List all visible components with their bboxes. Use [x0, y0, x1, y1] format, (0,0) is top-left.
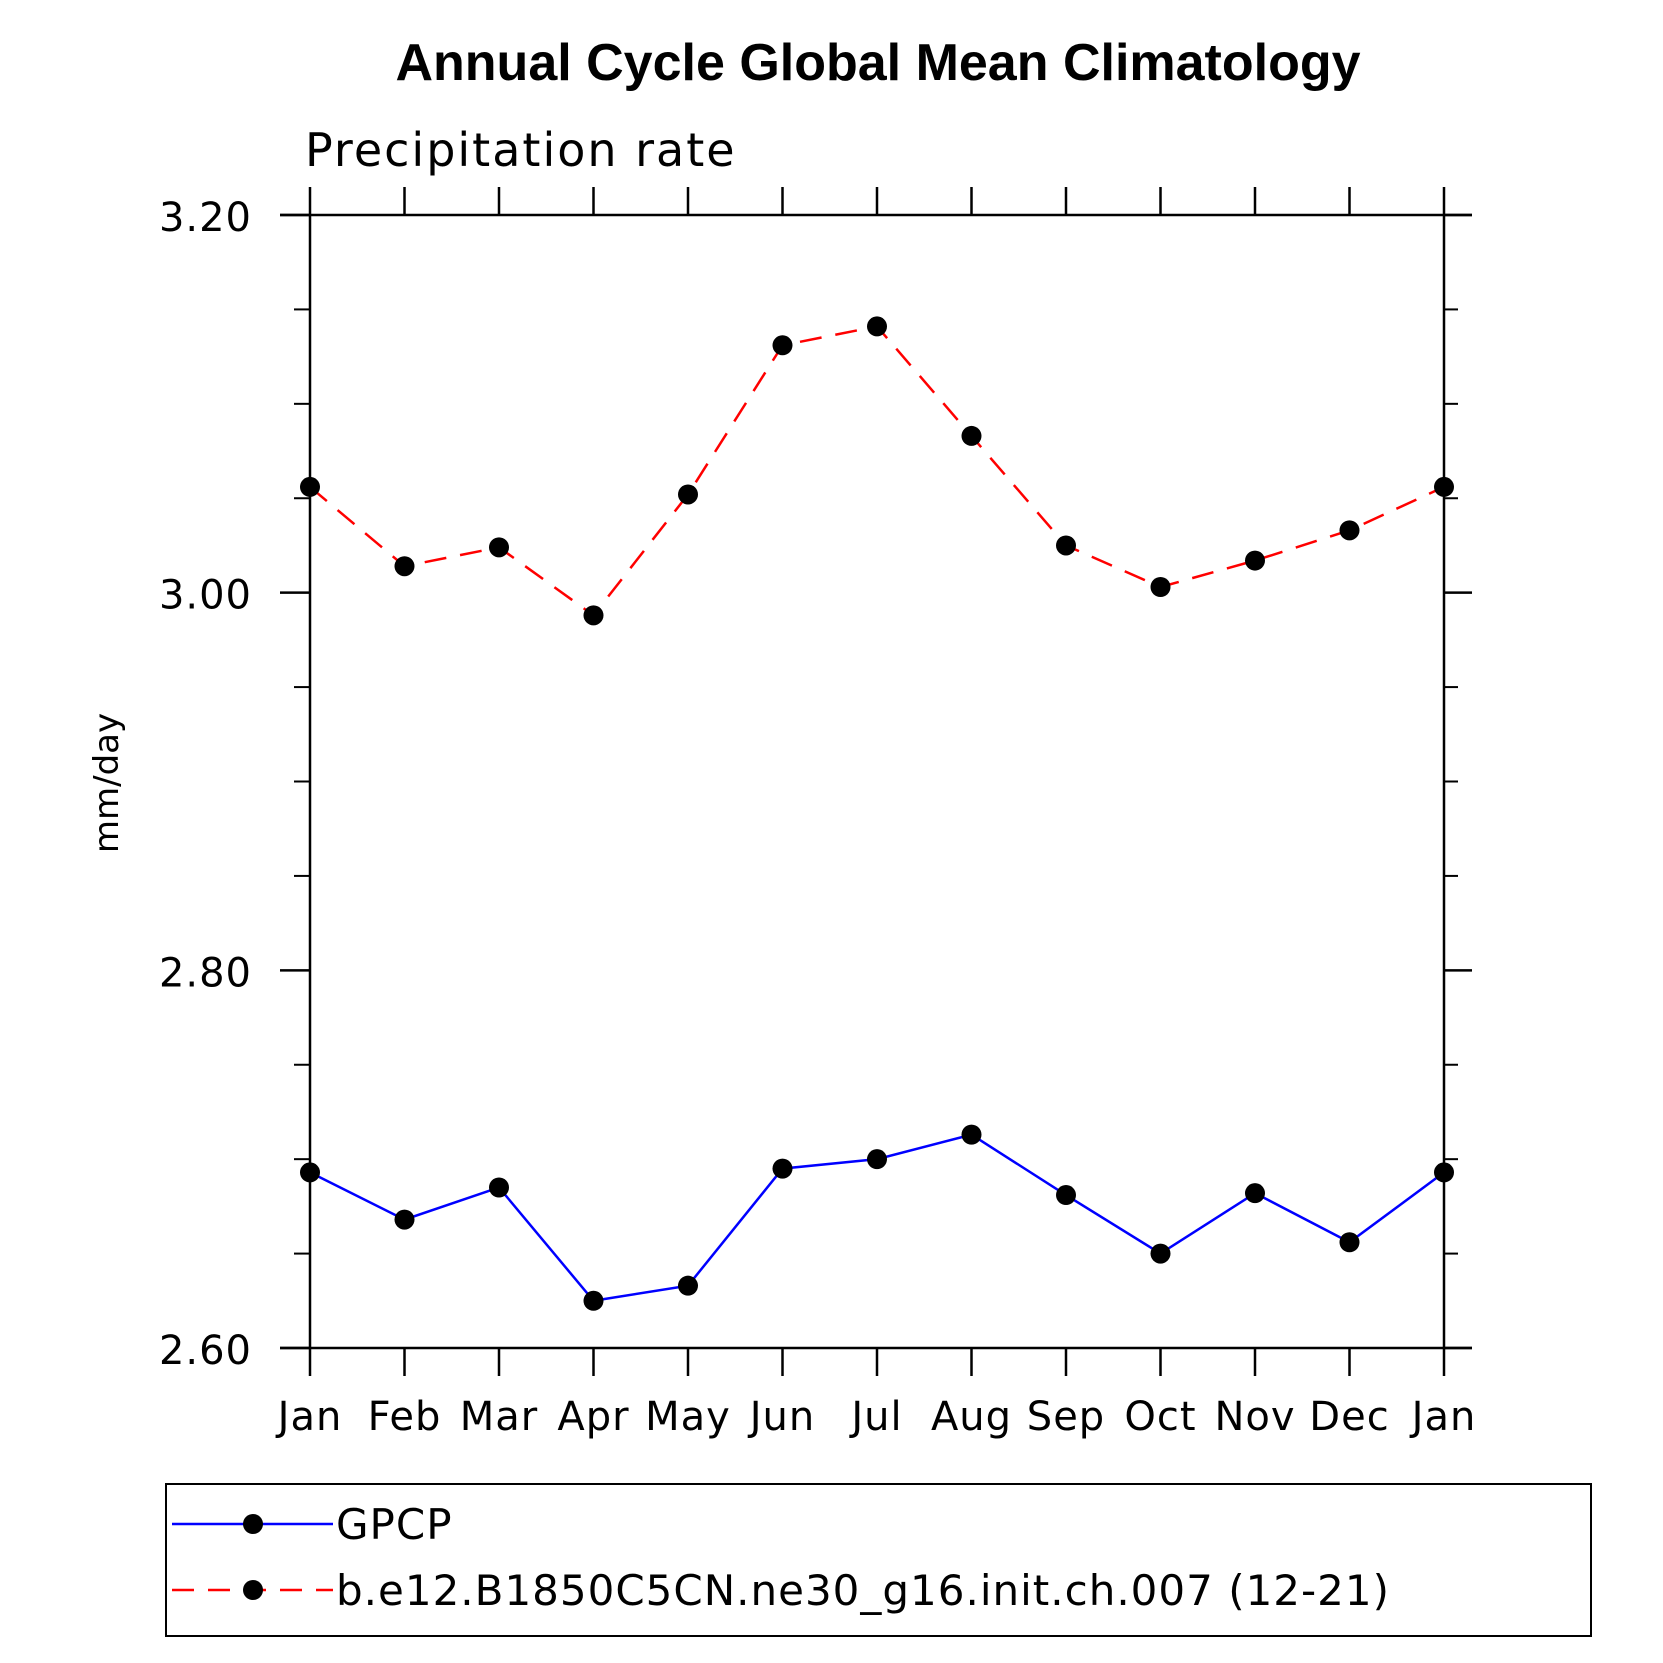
x-tick-label: Sep — [1027, 1394, 1105, 1440]
y-axis-label: mm/day — [87, 713, 127, 853]
data-point — [394, 556, 415, 577]
data-point — [300, 1162, 320, 1183]
data-point — [772, 335, 793, 356]
data-point — [867, 316, 887, 337]
axes: Jan Feb Mar Apr May Jun Jul Aug Sep Oct Nov Dec Jan 2… — [159, 187, 1477, 1440]
x-tick-label: Jun — [747, 1394, 816, 1440]
x-tick-label: Feb — [368, 1394, 442, 1440]
data-point — [961, 1124, 982, 1145]
x-tick-label: Jul — [848, 1394, 902, 1440]
chart-subtitle: Precipitation rate — [305, 123, 737, 177]
x-tick-label: Mar — [460, 1394, 538, 1440]
legend-box — [165, 1483, 1592, 1637]
x-tick-label: Aug — [931, 1394, 1012, 1440]
y-tick-label: 3.20 — [159, 195, 252, 241]
data-point — [1150, 577, 1171, 598]
legend-marker — [243, 1580, 263, 1600]
data-point — [489, 537, 509, 558]
y-tick-label: 2.60 — [159, 1328, 252, 1374]
data-point — [678, 484, 698, 505]
x-tick-label: May — [645, 1394, 731, 1440]
data-point — [1434, 1162, 1454, 1183]
data-point — [1339, 1232, 1360, 1253]
x-tick-label: Nov — [1214, 1394, 1295, 1440]
data-point — [489, 1177, 509, 1198]
data-point — [583, 1290, 604, 1311]
data-point — [1150, 1243, 1171, 1264]
x-tick-label: Jan — [275, 1394, 343, 1440]
data-point — [1434, 476, 1454, 497]
series-layer — [300, 316, 1454, 1311]
legend-marker — [243, 1514, 263, 1534]
data-point — [1245, 1183, 1265, 1204]
legend: GPCP b.e12.B1850C5CN.ne30_g16.init.ch.007… — [165, 1483, 1592, 1637]
data-point — [961, 425, 982, 446]
x-tick-label: Dec — [1309, 1394, 1389, 1440]
x-tick-label: Apr — [557, 1394, 629, 1440]
legend-label: b.e12.B1850C5CN.ne30_g16.init.ch.007 (12… — [336, 1566, 1390, 1615]
y-tick-label: 3.00 — [159, 573, 252, 619]
data-point — [772, 1158, 793, 1179]
data-point — [1056, 1185, 1076, 1206]
data-point — [1339, 520, 1360, 541]
x-tick-label: Oct — [1124, 1394, 1196, 1440]
x-tick-label: Jan — [1409, 1394, 1477, 1440]
data-point — [1056, 535, 1076, 556]
data-point — [300, 476, 320, 497]
data-point — [394, 1209, 415, 1230]
legend-label: GPCP — [336, 1500, 453, 1549]
data-point — [867, 1149, 887, 1170]
data-point — [1245, 550, 1265, 571]
data-point — [678, 1275, 698, 1296]
series-line-1 — [309, 325, 1445, 618]
y-tick-label: 2.80 — [159, 950, 252, 996]
chart-title: Annual Cycle Global Mean Climatology — [395, 34, 1360, 92]
data-point — [583, 605, 604, 626]
